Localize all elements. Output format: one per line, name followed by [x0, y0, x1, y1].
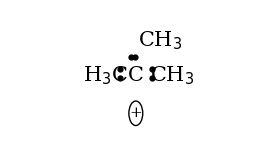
Text: H$_3$C: H$_3$C	[83, 64, 128, 87]
Text: CH$_3$: CH$_3$	[138, 30, 183, 52]
Text: +: +	[129, 106, 142, 120]
Text: CH$_3$: CH$_3$	[150, 64, 194, 87]
Text: C: C	[128, 66, 144, 85]
